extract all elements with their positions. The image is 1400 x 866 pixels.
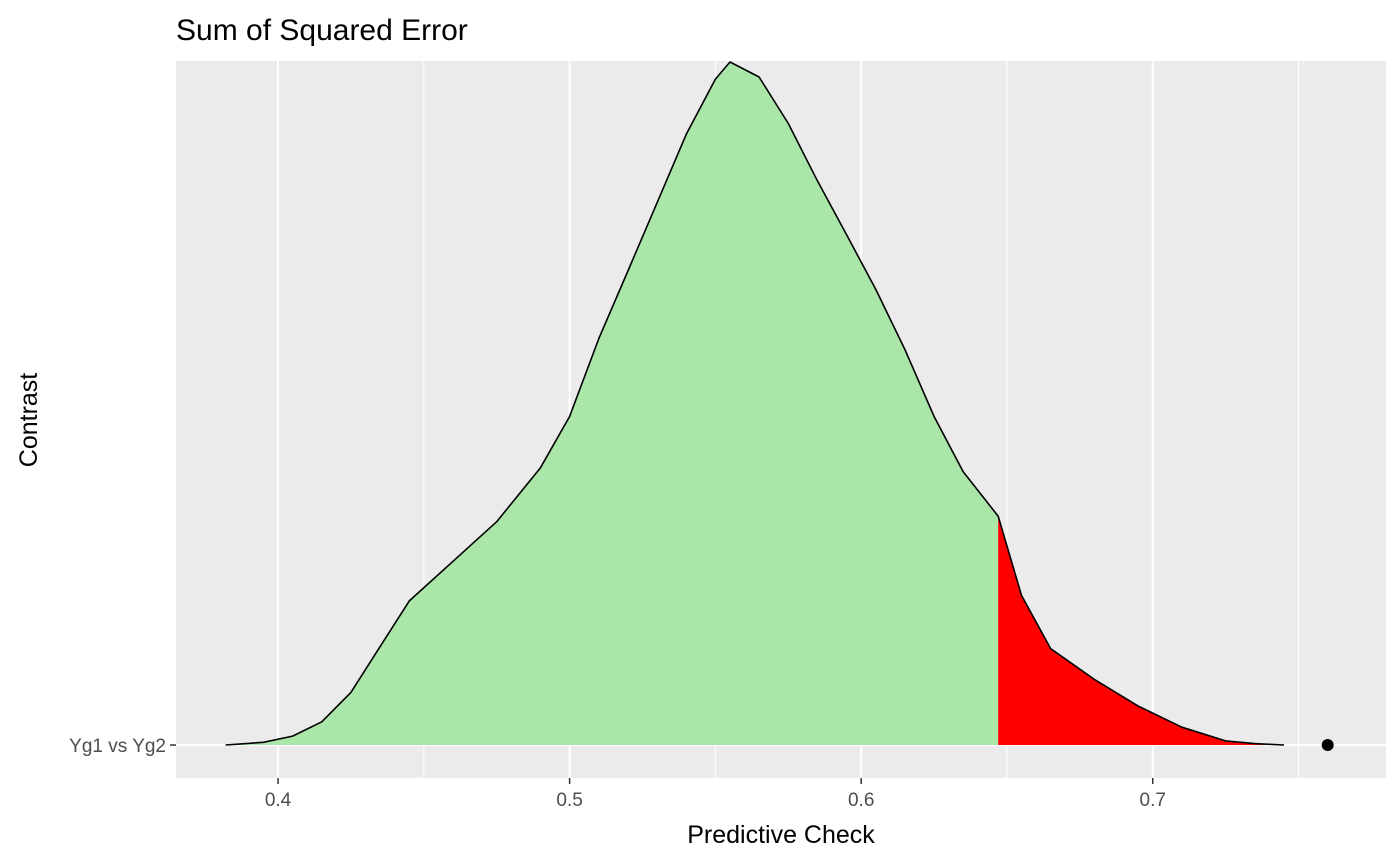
x-tick-label: 0.6 — [848, 790, 874, 811]
x-tick-label: 0.4 — [265, 790, 292, 811]
density-area-above-threshold — [998, 516, 1284, 745]
y-axis-title: Contrast — [15, 373, 43, 468]
density-outline — [225, 61, 1285, 746]
density-area — [225, 62, 1284, 745]
density-area-below-threshold — [225, 62, 999, 745]
marks — [225, 61, 1334, 751]
chart-title: Sum of Squared Error — [176, 14, 468, 47]
y-tick-label: Yg1 vs Yg2 — [69, 736, 166, 757]
axes: 0.4 0.5 0.6 0.7 Yg1 vs Yg2 — [69, 736, 1166, 811]
observed-point — [1321, 739, 1334, 751]
x-axis-title: Predictive Check — [687, 821, 875, 849]
x-tick-label: 0.7 — [1140, 790, 1166, 811]
x-tick-label: 0.5 — [556, 790, 582, 811]
